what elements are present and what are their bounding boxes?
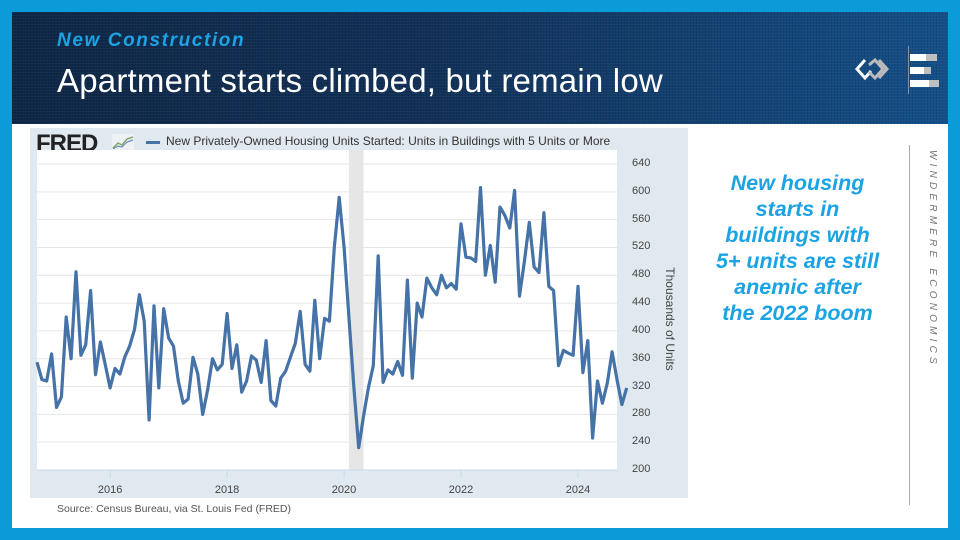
y-tick-label: 640 xyxy=(632,157,651,169)
vertical-divider xyxy=(909,145,910,505)
y-tick-label: 520 xyxy=(632,240,651,253)
y-tick-label: 360 xyxy=(632,351,651,364)
callout-line: anemic after xyxy=(734,275,861,299)
legend-swatch xyxy=(146,141,160,144)
callout-line: the 2022 boom xyxy=(722,301,873,325)
callout-line: buildings with xyxy=(725,223,870,247)
callout-line: 5+ units are still xyxy=(715,249,880,273)
source-note: Source: Census Bureau, via St. Louis Fed… xyxy=(57,503,292,515)
windermere-economics-label: WINDERMERE ECONOMICS xyxy=(927,150,938,368)
y-tick-label: 400 xyxy=(632,323,651,336)
y-tick-label: 240 xyxy=(632,435,651,448)
x-tick-label: 2016 xyxy=(97,484,123,496)
y-tick-label: 480 xyxy=(632,268,651,281)
y-tick-label: 560 xyxy=(632,212,651,225)
x-tick-label: 2020 xyxy=(331,484,357,496)
y-tick-label: 280 xyxy=(632,407,651,420)
x-tick-label: 2024 xyxy=(565,484,591,496)
x-tick-label: 2022 xyxy=(448,484,474,496)
plot-area xyxy=(37,150,617,470)
y-axis-label: Thousands of Units xyxy=(663,267,677,371)
series-line xyxy=(35,186,629,450)
y-tick-label: 200 xyxy=(632,463,651,475)
callout-text: New housing starts in buildings with 5+ … xyxy=(700,170,895,326)
windermere-w-logo-icon xyxy=(855,57,890,81)
slide-title: Apartment starts climbed, but remain low xyxy=(57,62,663,99)
x-tick-label: 2018 xyxy=(214,484,240,496)
legend-label: New Privately-Owned Housing Units Starte… xyxy=(166,134,611,148)
y-tick-label: 440 xyxy=(632,296,651,309)
bars-icon xyxy=(910,54,939,93)
callout-line: starts in xyxy=(755,197,840,221)
y-tick-label: 320 xyxy=(632,379,651,392)
header-banner xyxy=(12,12,948,124)
callout-line: New housing xyxy=(730,171,865,195)
fred-graph-icon xyxy=(112,134,134,150)
logo-divider xyxy=(908,46,909,94)
section-subtitle: New Construction xyxy=(57,30,246,51)
y-tick-label: 600 xyxy=(632,184,651,197)
